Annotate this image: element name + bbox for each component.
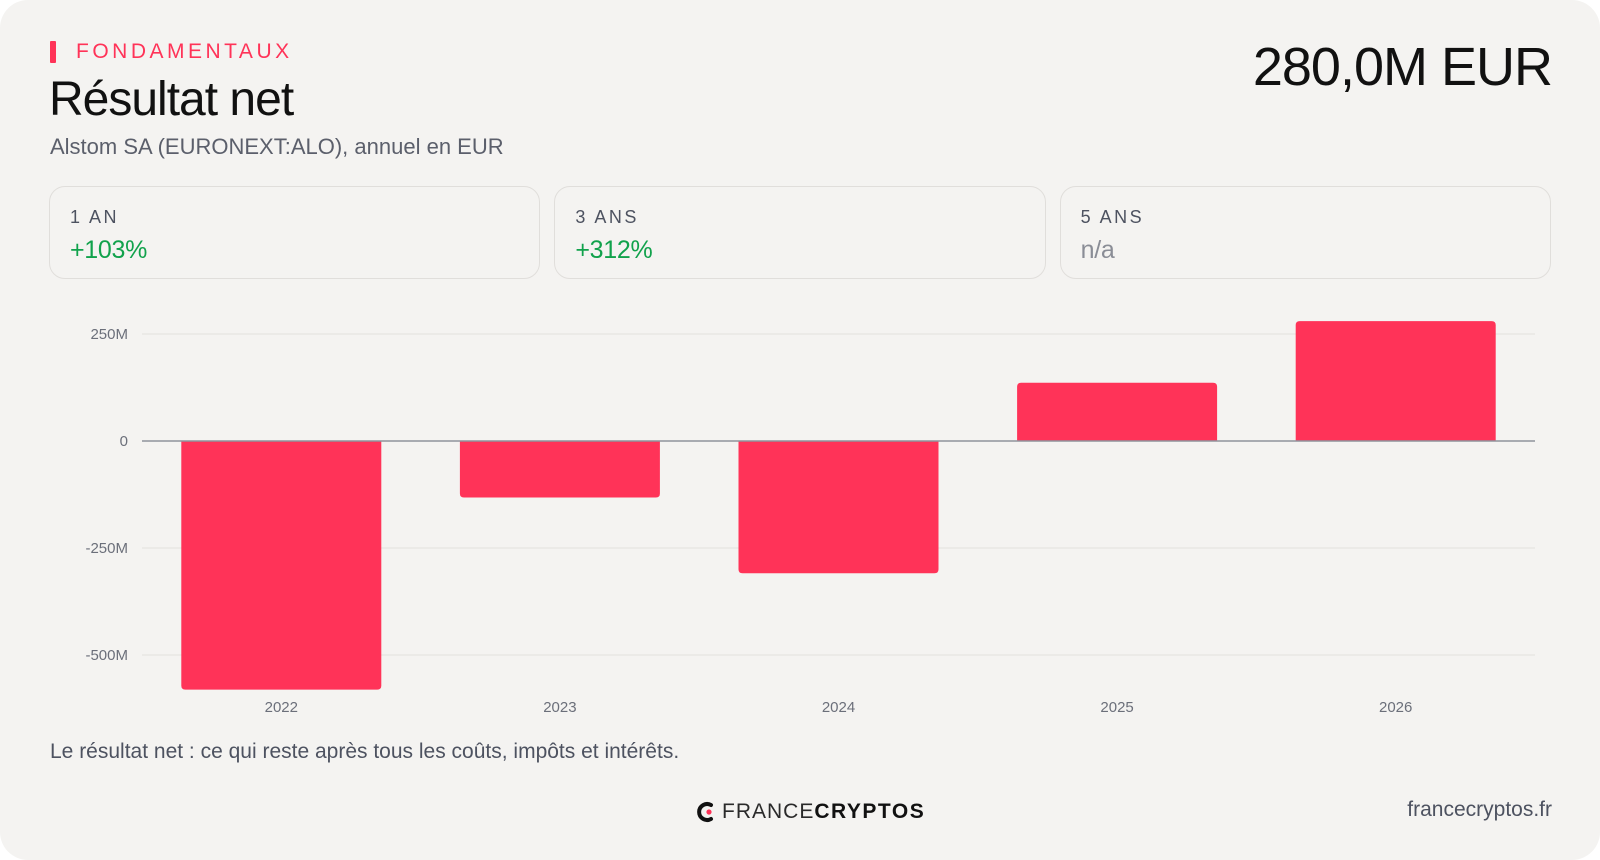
current-value: 280,0M EUR <box>1252 37 1553 97</box>
y-tick-label: -500M <box>85 647 128 664</box>
page-subtitle: Alstom SA (EURONEXT:ALO), annuel en EUR <box>50 134 504 159</box>
y-tick-label: 0 <box>120 433 128 450</box>
page-title: Résultat net <box>49 73 294 126</box>
chart-caption: Le résultat net : ce qui reste après tou… <box>50 740 680 763</box>
brand-name-part2: CRYPTOS <box>814 800 926 823</box>
bar-2023 <box>459 441 660 498</box>
stat-card-5y: 5 ANS n/a <box>1059 186 1551 279</box>
x-tick-label: 2023 <box>543 699 576 716</box>
y-tick-label: -250M <box>85 540 128 557</box>
x-tick-label: 2026 <box>1379 699 1412 716</box>
site-link[interactable]: francecryptos.fr <box>1407 798 1552 821</box>
brand-logo: FRANCE CRYPTOS <box>694 800 925 824</box>
accent-bar <box>50 41 56 63</box>
bar-2022 <box>181 441 382 690</box>
y-tick-label: 250M <box>90 326 128 343</box>
x-tick-label: 2022 <box>265 699 298 716</box>
brand-mark-icon <box>697 802 713 822</box>
stat-label: 3 ANS <box>575 207 639 227</box>
bar-2024 <box>738 441 939 574</box>
brand-name-part1: FRANCE <box>722 800 815 823</box>
bar-2026 <box>1295 321 1496 441</box>
stat-value: +103% <box>70 236 148 264</box>
bar-2025 <box>1017 382 1218 441</box>
stat-label: 5 ANS <box>1080 207 1145 227</box>
stat-value: n/a <box>1080 236 1115 264</box>
stat-label: 1 AN <box>70 207 120 227</box>
stat-card-1y: 1 AN +103% <box>49 186 541 279</box>
eyebrow-label: FONDAMENTAUX <box>76 40 293 63</box>
x-tick-label: 2025 <box>1100 699 1133 716</box>
section-eyebrow: FONDAMENTAUX <box>50 40 293 64</box>
bar-chart: 250M 0 -250M -500M 2022 2023 2024 2025 2026 <box>85 321 1535 716</box>
stat-value: +312% <box>575 236 653 264</box>
x-tick-label: 2024 <box>822 699 855 716</box>
stat-card-3y: 3 ANS +312% <box>554 186 1046 279</box>
stats-row: 1 AN +103% 3 ANS +312% 5 ANS n/a <box>49 186 1551 279</box>
